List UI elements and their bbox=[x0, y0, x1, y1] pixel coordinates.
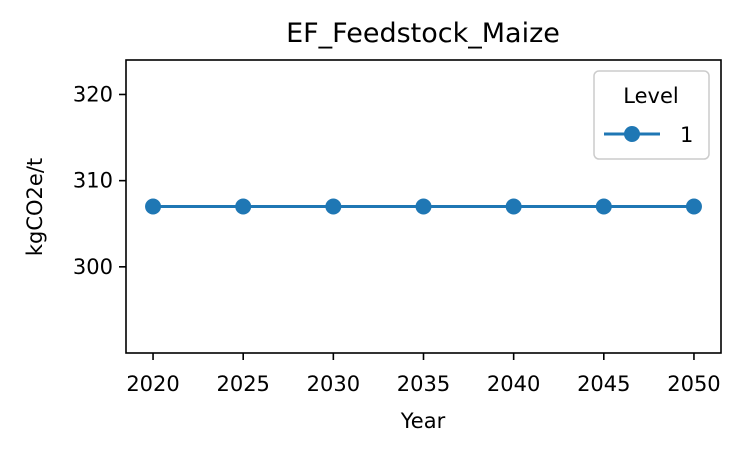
x-tick-label: 2035 bbox=[397, 372, 450, 396]
data-point bbox=[505, 198, 522, 215]
chart-title: EF_Feedstock_Maize bbox=[286, 18, 560, 49]
data-point bbox=[325, 198, 342, 215]
y-axis-label: kgCO2e/t bbox=[23, 158, 47, 256]
x-tick-label: 2050 bbox=[667, 372, 720, 396]
x-axis-label: Year bbox=[400, 409, 446, 433]
x-tick-label: 2045 bbox=[577, 372, 630, 396]
legend: Level 1 bbox=[593, 70, 710, 160]
y-tick-label: 300 bbox=[73, 255, 113, 279]
data-point bbox=[685, 198, 702, 215]
legend-title: Level bbox=[623, 84, 678, 108]
x-tick-label: 2020 bbox=[126, 372, 179, 396]
x-tick-label: 2040 bbox=[487, 372, 540, 396]
legend-box bbox=[593, 70, 710, 160]
y-tick-label: 310 bbox=[73, 169, 113, 193]
series-layer bbox=[145, 198, 702, 215]
data-point bbox=[145, 198, 162, 215]
y-tick-label: 320 bbox=[73, 82, 113, 106]
x-tick-label: 2030 bbox=[307, 372, 360, 396]
y-axis: 300 310 320 bbox=[73, 82, 126, 279]
x-axis: 2020 2025 2030 2035 2040 2045 2050 bbox=[126, 353, 721, 396]
data-point bbox=[415, 198, 432, 215]
data-point bbox=[595, 198, 612, 215]
legend-label: 1 bbox=[680, 123, 693, 147]
data-point bbox=[235, 198, 252, 215]
x-tick-label: 2025 bbox=[216, 372, 269, 396]
legend-marker bbox=[624, 126, 640, 142]
